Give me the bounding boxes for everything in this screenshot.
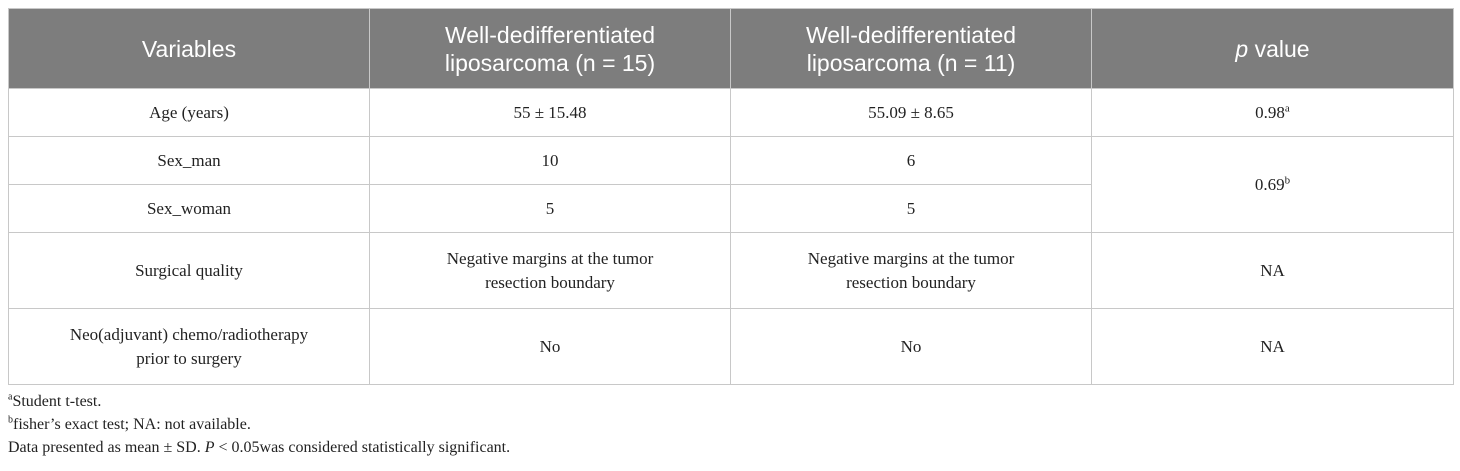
group2-cell: No xyxy=(730,308,1092,385)
footnote-data: Data presented as mean ± SD. P < 0.05was… xyxy=(8,439,511,456)
results-table: Variables Well-dedifferentiated liposarc… xyxy=(8,8,1454,385)
group2-cell: 55.09 ± 8.65 xyxy=(730,88,1092,137)
group2-cell: 6 xyxy=(730,136,1092,185)
group2-cell: 5 xyxy=(730,184,1092,233)
p-value-cell: 0.98a xyxy=(1091,88,1454,137)
header-row: Variables Well-dedifferentiated liposarc… xyxy=(8,8,1454,89)
table-row: Age (years) 55 ± 15.48 55.09 ± 8.65 0.98… xyxy=(8,88,1454,137)
variable-cell: Age (years) xyxy=(8,88,370,137)
header-variables: Variables xyxy=(8,8,370,89)
header-p-value: p value xyxy=(1091,8,1454,89)
table-footnotes: aStudent t-test. bfisher’s exact test; N… xyxy=(8,390,510,459)
p-value-cell-merged: 0.69b xyxy=(1091,136,1454,233)
footnote-b: bfisher’s exact test; NA: not available. xyxy=(8,414,251,433)
footnote-a: aStudent t-test. xyxy=(8,391,102,410)
table-row: Neo(adjuvant) chemo/radiotherapy prior t… xyxy=(8,308,1454,385)
table-row: Surgical quality Negative margins at the… xyxy=(8,232,1454,309)
header-group2: Well-dedifferentiated liposarcoma (n = 1… xyxy=(730,8,1092,89)
group1-cell: 10 xyxy=(369,136,731,185)
group1-cell: Negative margins at the tumor resection … xyxy=(369,232,731,309)
variable-cell: Sex_man xyxy=(8,136,370,185)
variable-cell: Sex_woman xyxy=(8,184,370,233)
p-value-cell: NA xyxy=(1091,308,1454,385)
variable-cell: Surgical quality xyxy=(8,232,370,309)
variable-cell: Neo(adjuvant) chemo/radiotherapy prior t… xyxy=(8,308,370,385)
group1-cell: 55 ± 15.48 xyxy=(369,88,731,137)
group1-cell: No xyxy=(369,308,731,385)
group2-cell: Negative margins at the tumor resection … xyxy=(730,232,1092,309)
header-group1: Well-dedifferentiated liposarcoma (n = 1… xyxy=(369,8,731,89)
table-row: Sex_man 10 6 0.69b xyxy=(8,136,1454,233)
p-value-cell: NA xyxy=(1091,232,1454,309)
group1-cell: 5 xyxy=(369,184,731,233)
table-row: Sex_woman 5 5 xyxy=(8,184,1454,233)
